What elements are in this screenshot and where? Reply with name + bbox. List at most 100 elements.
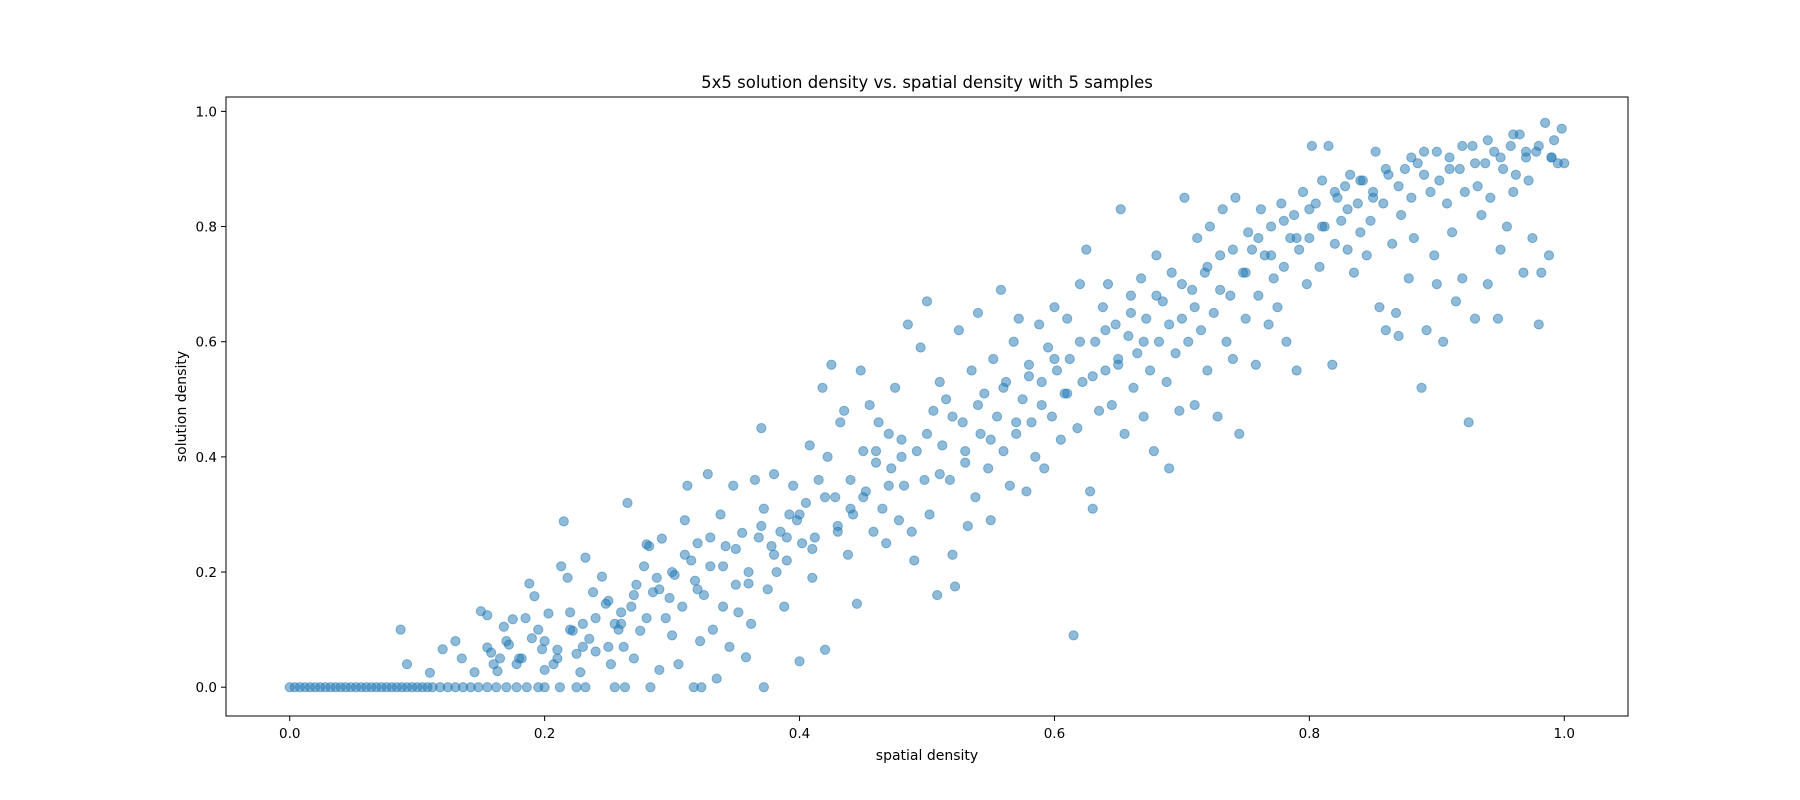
- data-point: [1459, 186, 1470, 198]
- x-ticks: 0.0 0.2 0.4 0.6 0.8 1.0: [279, 716, 1575, 742]
- data-point: [482, 682, 493, 693]
- data-point: [1034, 319, 1045, 330]
- data-point: [1266, 250, 1277, 261]
- data-point: [1387, 238, 1398, 249]
- data-point: [711, 673, 722, 684]
- data-point: [985, 434, 996, 445]
- data-point: [1288, 209, 1300, 221]
- data-point: [1125, 290, 1137, 301]
- data-point: [1546, 152, 1557, 163]
- data-point: [628, 653, 639, 664]
- data-point: [800, 497, 812, 509]
- data-point: [651, 572, 662, 583]
- data-point: [1536, 267, 1547, 278]
- data-point: [473, 682, 484, 693]
- data-point: [893, 515, 905, 526]
- data-point: [1064, 353, 1075, 365]
- data-point: [664, 592, 675, 604]
- data-point: [771, 566, 782, 578]
- data-point: [677, 601, 688, 612]
- data-point: [753, 532, 764, 543]
- data-point: [807, 543, 818, 555]
- data-point: [832, 526, 843, 537]
- data-point: [1148, 446, 1159, 457]
- data-point: [641, 613, 652, 624]
- data-point: [1246, 244, 1258, 255]
- data-point: [494, 653, 506, 664]
- data-point: [855, 365, 866, 376]
- data-point: [728, 480, 739, 491]
- data-point: [1208, 307, 1219, 319]
- y-tick-label: 1.0: [196, 104, 217, 120]
- data-point: [1556, 123, 1567, 134]
- data-point: [1138, 336, 1149, 347]
- data-point: [584, 633, 595, 644]
- data-point: [835, 417, 846, 428]
- data-point: [1212, 411, 1223, 422]
- data-point: [819, 644, 831, 655]
- data-point: [1217, 204, 1228, 215]
- data-point: [781, 555, 792, 566]
- data-point: [1074, 279, 1086, 290]
- data-point: [1342, 204, 1353, 215]
- data-point: [858, 492, 869, 503]
- data-point: [1399, 163, 1411, 175]
- data-point: [886, 463, 897, 474]
- data-point: [1276, 198, 1287, 209]
- data-point: [758, 682, 769, 693]
- data-point: [919, 474, 930, 486]
- data-point: [1408, 232, 1419, 244]
- data-point: [543, 608, 554, 619]
- data-point: [766, 541, 777, 552]
- data-point: [1157, 296, 1168, 307]
- data-point: [756, 520, 767, 532]
- data-point: [779, 601, 790, 612]
- data-point: [1508, 186, 1519, 198]
- data-point: [985, 515, 996, 526]
- data-point: [1374, 302, 1385, 313]
- chart-title: 5x5 solution density vs. spatial density…: [701, 73, 1153, 92]
- data-point: [717, 601, 729, 612]
- data-point: [870, 446, 882, 457]
- data-point: [1370, 146, 1381, 157]
- data-point: [830, 492, 841, 503]
- data-point: [1100, 325, 1111, 336]
- data-point: [733, 607, 744, 618]
- data-point: [1164, 319, 1175, 330]
- data-point: [1195, 325, 1207, 336]
- data-point: [1081, 244, 1092, 255]
- data-point: [1281, 336, 1292, 347]
- y-tick-label: 0.8: [196, 220, 217, 236]
- data-point: [768, 549, 780, 560]
- data-point: [932, 589, 943, 601]
- data-point: [1380, 163, 1391, 175]
- data-point: [666, 630, 678, 641]
- data-point: [654, 584, 665, 595]
- data-point: [1482, 279, 1493, 290]
- data-point: [730, 579, 741, 590]
- data-point: [1011, 417, 1022, 428]
- data-point: [883, 480, 894, 491]
- data-point: [1361, 250, 1372, 261]
- data-point: [1085, 486, 1096, 497]
- data-point: [1476, 209, 1487, 221]
- data-point: [526, 633, 537, 644]
- data-point: [609, 682, 620, 693]
- data-point: [1268, 273, 1279, 284]
- data-point: [1278, 215, 1289, 226]
- axes-frame: [225, 96, 1629, 717]
- data-point: [1234, 428, 1245, 439]
- data-point: [622, 497, 633, 509]
- data-point: [1310, 198, 1321, 209]
- data-point: [1090, 336, 1101, 347]
- x-tick-label: 0.2: [534, 726, 555, 742]
- data-point: [1250, 359, 1261, 370]
- data-point: [975, 428, 986, 439]
- data-point: [1457, 273, 1468, 284]
- x-tick-label: 0.0: [279, 726, 300, 742]
- data-point: [552, 653, 563, 664]
- data-point: [679, 515, 690, 526]
- data-point: [1431, 146, 1442, 157]
